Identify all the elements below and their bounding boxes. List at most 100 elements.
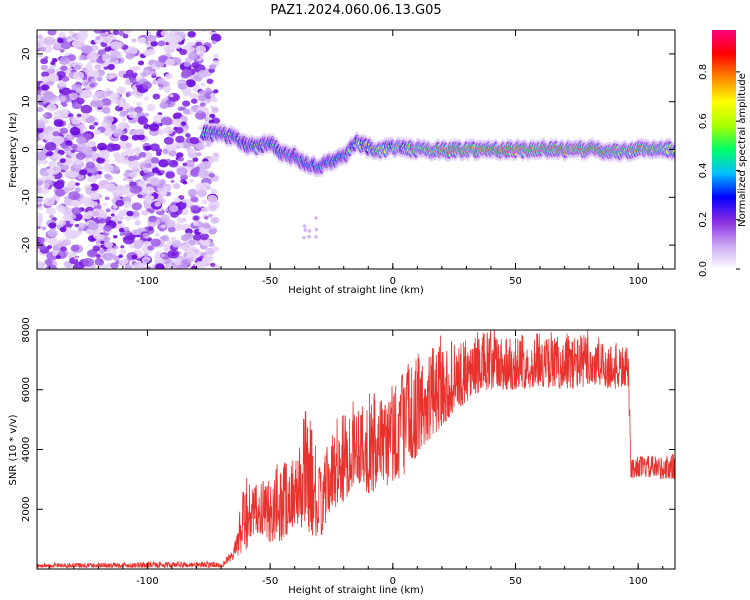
noise-blob xyxy=(59,158,66,164)
noise-blob xyxy=(131,254,138,260)
noise-blob xyxy=(41,159,49,165)
noise-blob xyxy=(60,65,68,72)
noise-blob xyxy=(91,150,97,156)
ridge-stray-point xyxy=(307,234,311,239)
noise-blob xyxy=(87,221,99,231)
noise-blob xyxy=(49,214,55,219)
noise-blob xyxy=(140,210,147,215)
noise-blob xyxy=(200,182,211,191)
noise-blob xyxy=(120,126,125,131)
noise-blob xyxy=(58,206,66,213)
noise-blob xyxy=(124,264,133,269)
noise-blob xyxy=(110,50,121,58)
noise-blob xyxy=(137,116,149,125)
noise-blob xyxy=(72,71,85,81)
ridge-stray-point xyxy=(303,228,308,232)
noise-blob xyxy=(103,115,114,124)
noise-blob xyxy=(141,261,148,267)
ridge-stray-point xyxy=(314,216,318,220)
noise-blob xyxy=(180,234,190,242)
noise-blob xyxy=(174,127,184,134)
noise-blob xyxy=(170,236,177,242)
colorbar-tick-label: 0.2 xyxy=(698,212,709,228)
noise-blob xyxy=(145,198,152,204)
noise-blob xyxy=(79,54,88,61)
noise-blob xyxy=(131,38,137,43)
noise-blob xyxy=(164,73,173,80)
noise-blob xyxy=(180,121,187,126)
noise-blob xyxy=(210,64,217,70)
noise-blob xyxy=(46,103,57,112)
noise-blob xyxy=(71,117,82,125)
snr-panel: -100 -50 0 50 100 2000 4000 6000 8000 Height of… xyxy=(8,317,676,596)
noise-blob xyxy=(44,141,57,151)
noise-blob xyxy=(176,217,185,224)
noise-blob xyxy=(93,129,101,135)
noise-blob xyxy=(138,151,147,158)
y-tick-label: 2000 xyxy=(21,497,32,522)
noise-blob xyxy=(66,182,76,189)
noise-blob xyxy=(135,84,140,88)
snr-series-line xyxy=(37,330,675,569)
noise-blob xyxy=(122,33,129,39)
noise-blob xyxy=(104,46,112,52)
noise-blob xyxy=(57,38,64,44)
noise-blob xyxy=(187,148,196,155)
y-tick-label: 4000 xyxy=(21,437,32,462)
noise-blob xyxy=(185,79,196,88)
noise-blob xyxy=(150,157,160,164)
noise-blob xyxy=(64,214,72,220)
noise-blob xyxy=(143,186,155,195)
noise-blob xyxy=(213,89,219,94)
noise-blob xyxy=(86,249,98,258)
noise-blob xyxy=(148,208,155,214)
noise-blob xyxy=(189,179,195,183)
noise-blob xyxy=(125,142,133,149)
noise-blob xyxy=(67,113,74,118)
noise-blob xyxy=(190,204,199,212)
noise-blob xyxy=(61,108,68,114)
noise-blob xyxy=(102,52,110,59)
noise-blob xyxy=(180,174,188,181)
noise-blob xyxy=(165,58,176,66)
noise-blob xyxy=(164,88,171,93)
noise-blob xyxy=(185,159,195,168)
noise-blob xyxy=(201,222,211,229)
noise-blob xyxy=(206,203,218,212)
noise-blob xyxy=(179,48,188,56)
noise-blob xyxy=(42,113,47,118)
noise-blob xyxy=(143,96,150,101)
noise-blob xyxy=(121,117,127,122)
noise-blob xyxy=(187,51,199,60)
noise-blob xyxy=(87,175,98,183)
colorbar-label: Normalized spectral amplitude xyxy=(737,73,748,227)
noise-blob xyxy=(98,248,105,254)
noise-blob xyxy=(155,148,163,154)
noise-blob xyxy=(37,106,44,112)
noise-blob xyxy=(120,245,125,249)
noise-blob xyxy=(55,255,61,260)
noise-blob xyxy=(58,56,70,65)
noise-blob xyxy=(111,209,117,214)
snr-y-ticks: 2000 4000 6000 8000 xyxy=(21,317,675,522)
y-tick-label: -10 xyxy=(21,189,32,205)
noise-blob xyxy=(41,226,47,231)
noise-blob xyxy=(118,254,124,259)
noise-blob xyxy=(37,151,48,161)
noise-blob xyxy=(59,226,67,233)
noise-blob xyxy=(42,171,47,175)
noise-blob xyxy=(201,206,209,213)
noise-blob xyxy=(181,258,192,267)
noise-blob xyxy=(110,41,122,50)
noise-blob xyxy=(79,169,88,176)
noise-blob xyxy=(182,100,191,107)
noise-blob xyxy=(148,123,160,132)
noise-blob xyxy=(168,92,180,102)
noise-blob xyxy=(139,37,147,44)
spectrogram-x-ticks: -100 -50 0 50 100 xyxy=(48,30,664,287)
noise-blob xyxy=(208,228,217,235)
noise-blob xyxy=(119,88,125,93)
noise-blob xyxy=(174,258,183,266)
x-tick-label: 100 xyxy=(629,276,648,287)
noise-blob xyxy=(67,135,73,139)
